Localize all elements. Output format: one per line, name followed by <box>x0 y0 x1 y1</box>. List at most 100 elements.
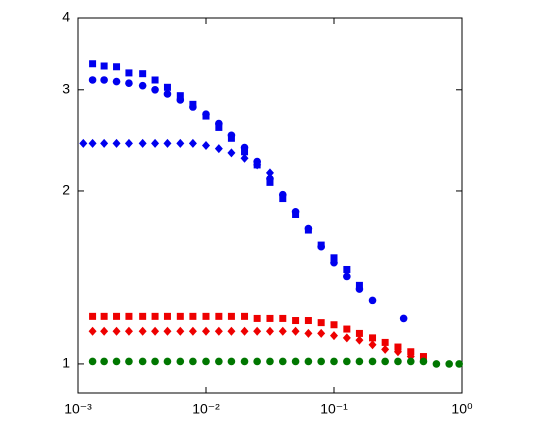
point <box>151 76 159 84</box>
point <box>253 357 261 366</box>
point <box>100 312 108 320</box>
point <box>100 76 108 84</box>
point <box>355 329 363 337</box>
x-tick-label: 10⁻² <box>192 401 220 417</box>
point <box>124 326 133 336</box>
point <box>176 138 185 148</box>
point <box>291 357 300 366</box>
point <box>419 357 428 366</box>
point <box>214 144 223 154</box>
point <box>163 138 172 148</box>
point <box>304 357 313 366</box>
point <box>215 123 223 131</box>
point <box>292 317 300 325</box>
point <box>381 338 389 346</box>
point <box>188 326 197 336</box>
point <box>227 148 236 158</box>
point <box>343 272 351 281</box>
point <box>343 325 351 333</box>
point <box>330 331 338 341</box>
point <box>112 357 121 366</box>
point <box>112 138 121 148</box>
point <box>163 326 172 336</box>
point <box>432 360 441 368</box>
point <box>79 138 88 148</box>
point <box>138 357 147 366</box>
point <box>202 312 210 320</box>
point <box>163 90 172 98</box>
point <box>88 357 97 366</box>
point <box>317 242 325 251</box>
point <box>240 153 249 163</box>
point <box>369 334 377 342</box>
point <box>330 321 338 329</box>
point <box>100 62 108 70</box>
point <box>381 357 389 366</box>
point <box>113 63 121 71</box>
y-tick-label: 4 <box>62 9 70 25</box>
point <box>381 344 390 354</box>
point <box>151 357 159 366</box>
point <box>163 312 171 320</box>
point <box>113 312 121 320</box>
point <box>355 285 364 293</box>
point <box>317 328 326 338</box>
point <box>227 357 236 366</box>
point <box>355 357 364 366</box>
point <box>189 357 197 366</box>
point <box>343 357 351 366</box>
point <box>445 360 453 368</box>
point <box>176 92 184 100</box>
point <box>253 326 262 336</box>
point <box>330 258 338 267</box>
point <box>125 312 133 320</box>
point <box>253 314 261 322</box>
point <box>253 160 262 170</box>
point <box>100 326 109 336</box>
point <box>176 312 184 320</box>
point <box>151 85 159 94</box>
point <box>278 190 287 199</box>
point <box>189 103 197 111</box>
point <box>343 265 351 273</box>
point <box>304 224 313 233</box>
point <box>138 138 147 148</box>
point <box>202 357 210 366</box>
y-tick-label: 3 <box>62 80 70 96</box>
point <box>124 138 133 148</box>
point <box>394 343 402 351</box>
point <box>241 148 249 156</box>
point <box>215 312 223 320</box>
point <box>330 357 338 366</box>
point <box>202 326 210 336</box>
point <box>139 312 147 320</box>
point <box>125 79 133 88</box>
point <box>266 314 274 322</box>
point <box>89 312 97 320</box>
point <box>399 314 408 323</box>
point <box>151 326 160 336</box>
point <box>125 69 133 77</box>
point <box>88 76 97 84</box>
point <box>419 353 427 361</box>
point <box>88 138 97 148</box>
point <box>89 60 97 68</box>
point <box>112 326 121 336</box>
point <box>227 312 235 320</box>
point <box>265 168 274 178</box>
point <box>240 326 249 336</box>
plot-frame <box>77 17 463 394</box>
point <box>241 312 249 320</box>
point <box>278 326 287 336</box>
point <box>407 348 415 356</box>
point <box>176 326 185 336</box>
point <box>393 347 402 357</box>
point <box>406 357 415 366</box>
point <box>240 357 249 366</box>
point <box>138 81 147 90</box>
point <box>330 254 338 262</box>
point <box>227 131 236 140</box>
point <box>355 335 364 345</box>
point <box>188 138 197 148</box>
